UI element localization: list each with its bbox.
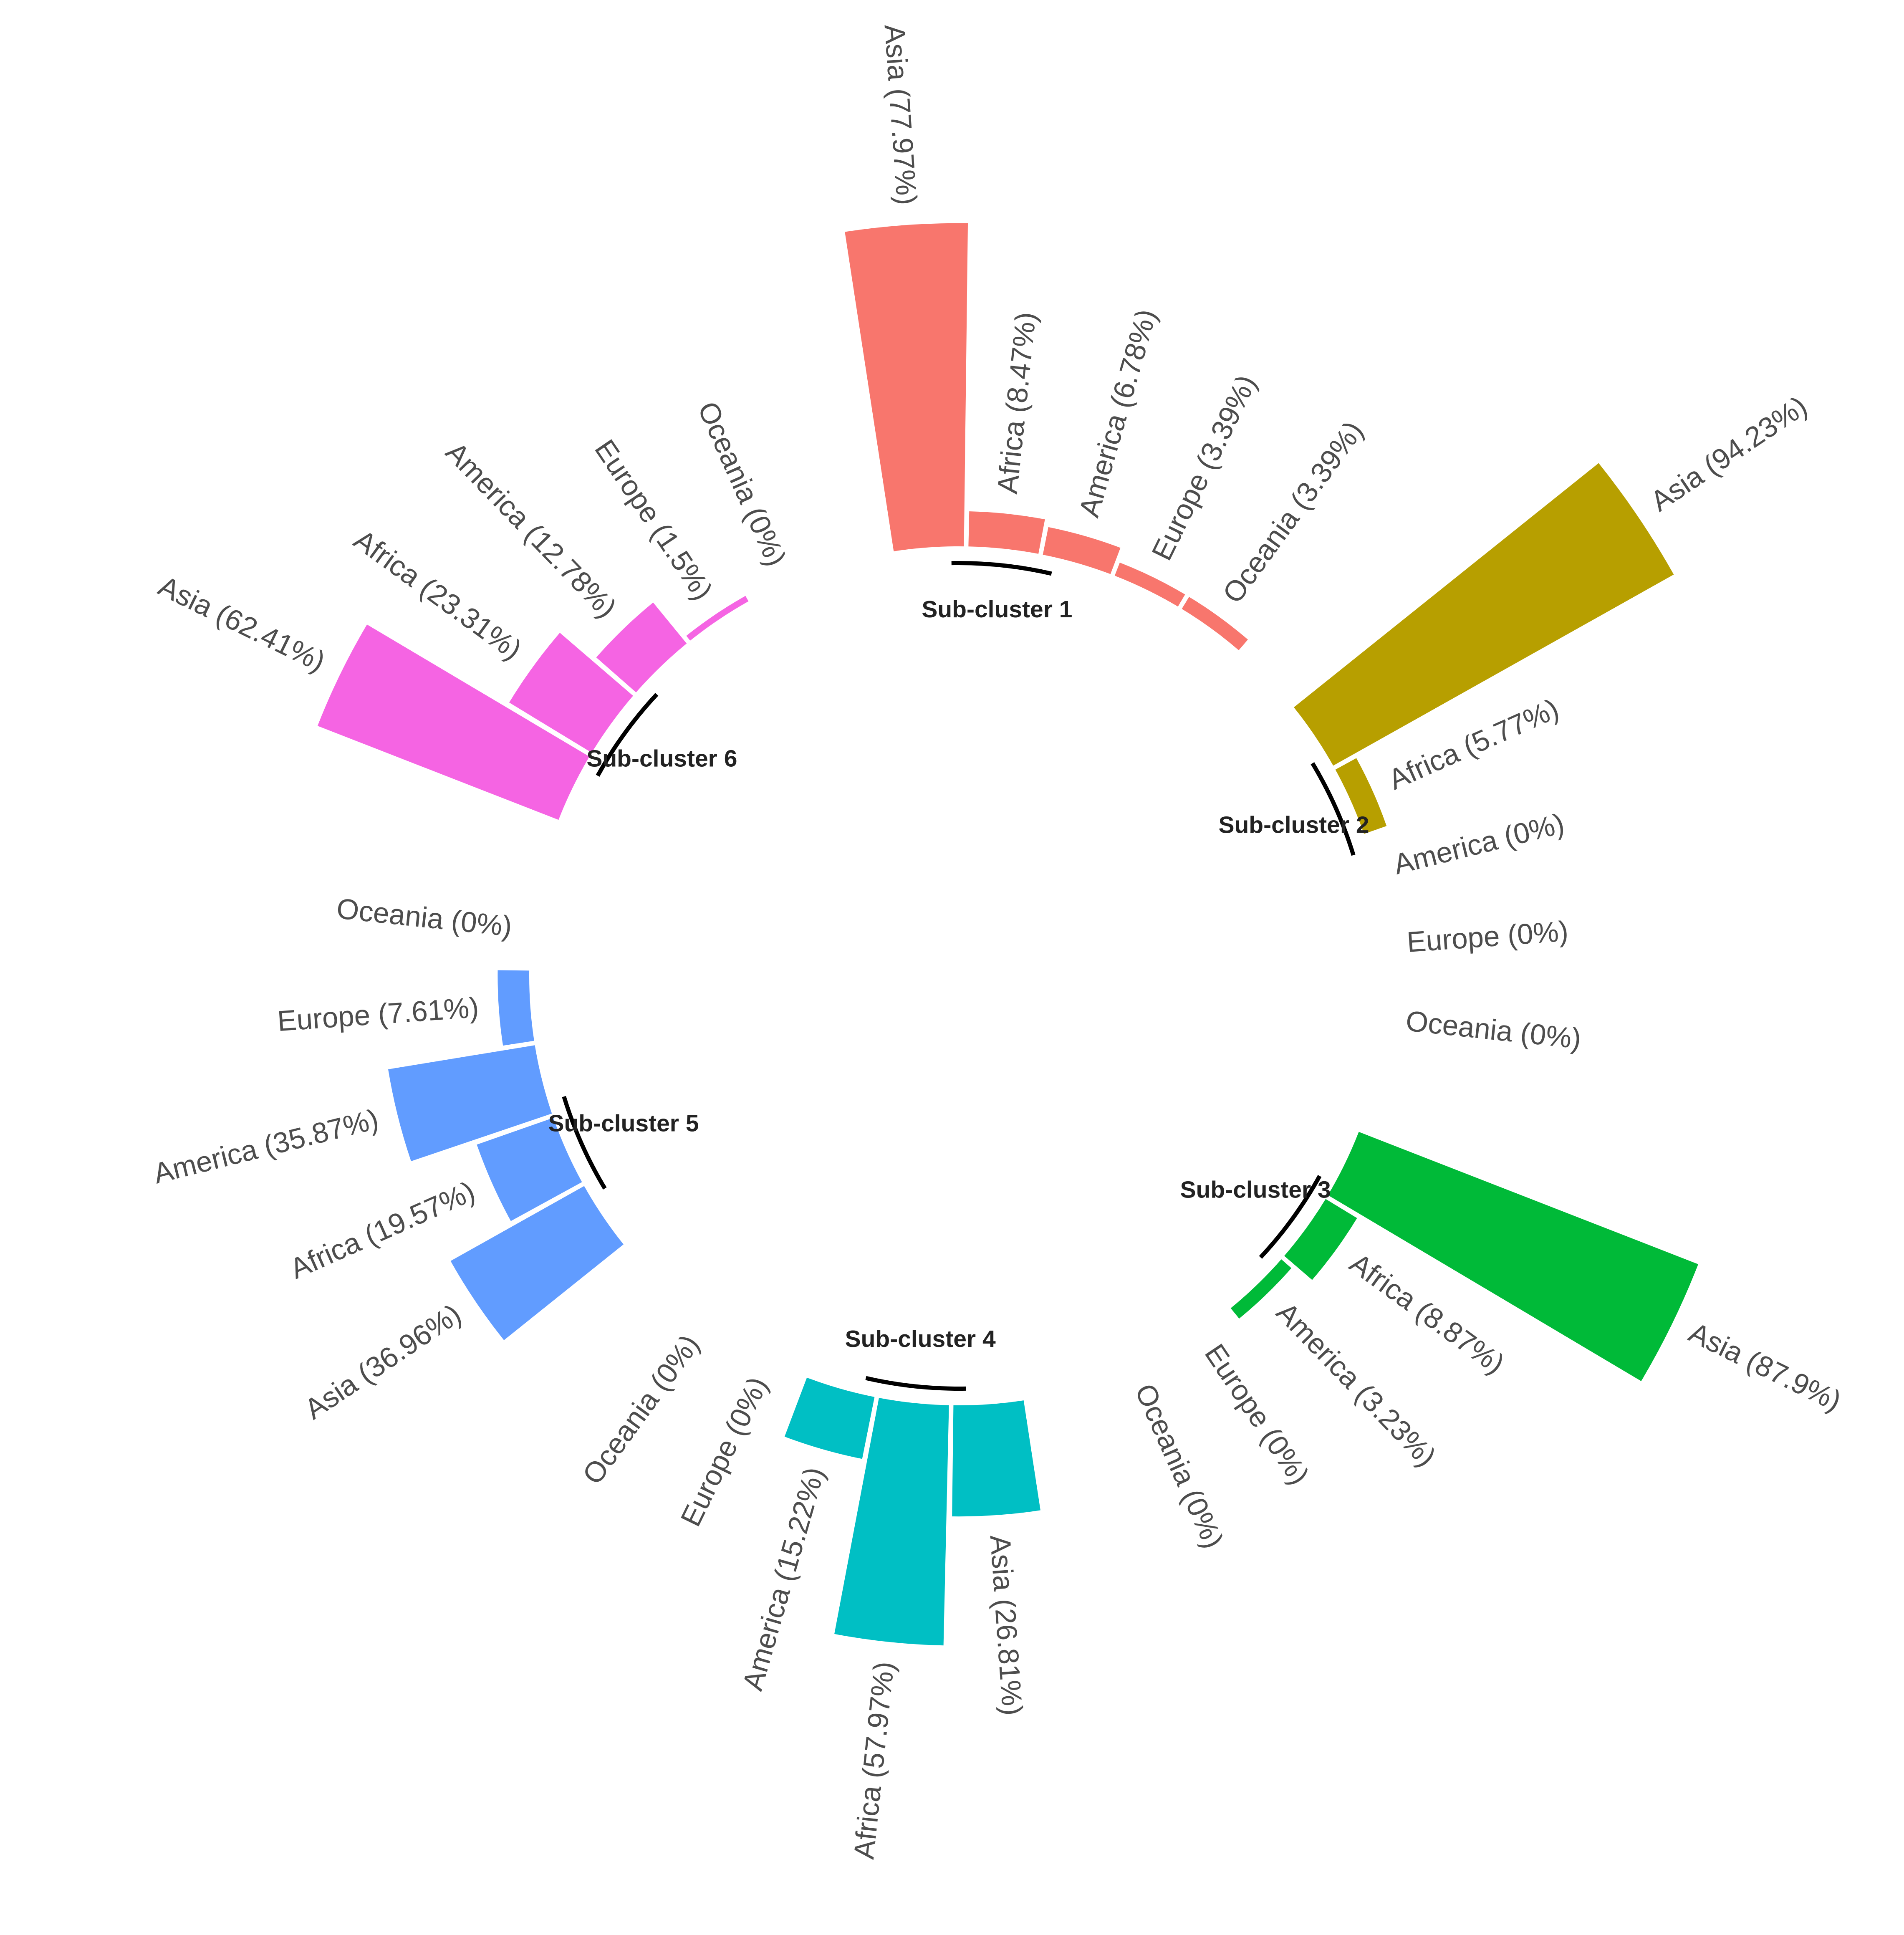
bar-sub-cluster-6-europe (686, 596, 749, 641)
bar-sub-cluster-5-africa (477, 1118, 582, 1221)
cluster-label-sub-cluster-1: Sub-cluster 1 (922, 596, 1072, 623)
bar-sub-cluster-2-asia (1294, 463, 1674, 766)
cluster-marker-sub-cluster-2 (1311, 762, 1356, 856)
bar-label-sub-cluster-5-europe: Europe (7.61%) (276, 991, 480, 1038)
bar-sub-cluster-1-america (1043, 527, 1121, 574)
bar-sub-cluster-4-africa (834, 1398, 949, 1646)
bar-label-sub-cluster-4-africa: Africa (57.97%) (848, 1660, 900, 1861)
bar-sub-cluster-5-europe (497, 970, 534, 1046)
cluster-label-sub-cluster-6: Sub-cluster 6 (586, 745, 737, 772)
bar-label-sub-cluster-4-asia: Asia (26.81%) (984, 1534, 1029, 1717)
bar-label-sub-cluster-2-america: America (0%) (1390, 807, 1567, 881)
bar-label-sub-cluster-2-europe: Europe (0%) (1406, 915, 1569, 958)
bar-labels-layer: Asia (77.97%) Africa (8.47%) America (6.78… (150, 23, 1846, 1861)
bar-sub-cluster-1-europe (1114, 562, 1185, 607)
bar-sub-cluster-5-asia (450, 1186, 624, 1340)
bar-label-sub-cluster-4-america: America (15.22%) (736, 1463, 831, 1694)
bar-label-sub-cluster-2-oceania: Oceania (0%) (1404, 1005, 1583, 1055)
bar-sub-cluster-2-africa (1335, 758, 1387, 834)
bar-label-sub-cluster-5-asia: Asia (36.96%) (299, 1298, 467, 1425)
cluster-label-sub-cluster-3: Sub-cluster 3 (1180, 1177, 1331, 1203)
cluster-marker-sub-cluster-5 (562, 1096, 607, 1190)
bar-label-sub-cluster-5-africa: Africa (19.57%) (285, 1175, 480, 1285)
cluster-label-sub-cluster-2: Sub-cluster 2 (1218, 812, 1369, 839)
bar-label-sub-cluster-4-oceania: Oceania (0%) (576, 1329, 706, 1490)
bar-label-sub-cluster-1-oceania: Oceania (3.39%) (1216, 415, 1369, 609)
cluster-label-sub-cluster-4: Sub-cluster 4 (845, 1326, 996, 1352)
bar-sub-cluster-1-oceania (1182, 596, 1248, 650)
bar-sub-cluster-6-asia (317, 624, 590, 820)
cluster-marker-sub-cluster-4 (865, 1376, 966, 1391)
bar-label-sub-cluster-6-europe: Europe (1.5%) (588, 434, 719, 606)
bar-label-sub-cluster-3-europe: Europe (0%) (1199, 1338, 1316, 1490)
bar-label-sub-cluster-6-oceania: Oceania (0%) (692, 397, 793, 571)
bar-label-sub-cluster-1-africa: Africa (8.47%) (991, 311, 1042, 495)
bar-sub-cluster-4-america (784, 1377, 875, 1459)
cluster-label-sub-cluster-5: Sub-cluster 5 (548, 1110, 699, 1137)
bar-label-sub-cluster-1-europe: Europe (3.39%) (1146, 370, 1263, 565)
bar-sub-cluster-3-africa (1284, 1199, 1357, 1280)
bar-sub-cluster-1-asia (845, 223, 968, 551)
bar-sub-cluster-3-asia (1328, 1132, 1698, 1381)
bar-label-sub-cluster-2-asia: Asia (94.23%) (1645, 390, 1813, 518)
bar-label-sub-cluster-4-europe: Europe (0%) (674, 1372, 774, 1531)
cluster-marker-sub-cluster-6 (596, 693, 659, 777)
cluster-marker-sub-cluster-1 (951, 561, 1052, 576)
bar-label-sub-cluster-3-asia: Asia (87.9%) (1684, 1316, 1846, 1417)
bar-sub-cluster-4-asia (952, 1400, 1040, 1517)
bar-label-sub-cluster-5-oceania: Oceania (0%) (335, 892, 514, 943)
bar-label-sub-cluster-3-oceania: Oceania (0%) (1129, 1379, 1230, 1553)
cluster-labels-layer: Sub-cluster 1 Sub-cluster 2 Sub-cluster 3 S… (548, 561, 1369, 1391)
bar-sub-cluster-5-america (388, 1045, 552, 1162)
bar-sub-cluster-3-america (1230, 1259, 1292, 1319)
bar-sub-cluster-6-africa (509, 633, 633, 753)
bar-label-sub-cluster-5-america: America (35.87%) (150, 1103, 381, 1190)
cluster-marker-sub-cluster-3 (1259, 1175, 1322, 1259)
bar-sub-cluster-6-america (596, 602, 687, 692)
bars-layer (317, 223, 1698, 1646)
bar-sub-cluster-1-africa (968, 511, 1045, 554)
bar-label-sub-cluster-1-america: America (6.78%) (1073, 306, 1163, 520)
bar-label-sub-cluster-1-asia: Asia (77.97%) (878, 23, 923, 206)
bar-label-sub-cluster-6-asia: Asia (62.41%) (154, 570, 330, 678)
